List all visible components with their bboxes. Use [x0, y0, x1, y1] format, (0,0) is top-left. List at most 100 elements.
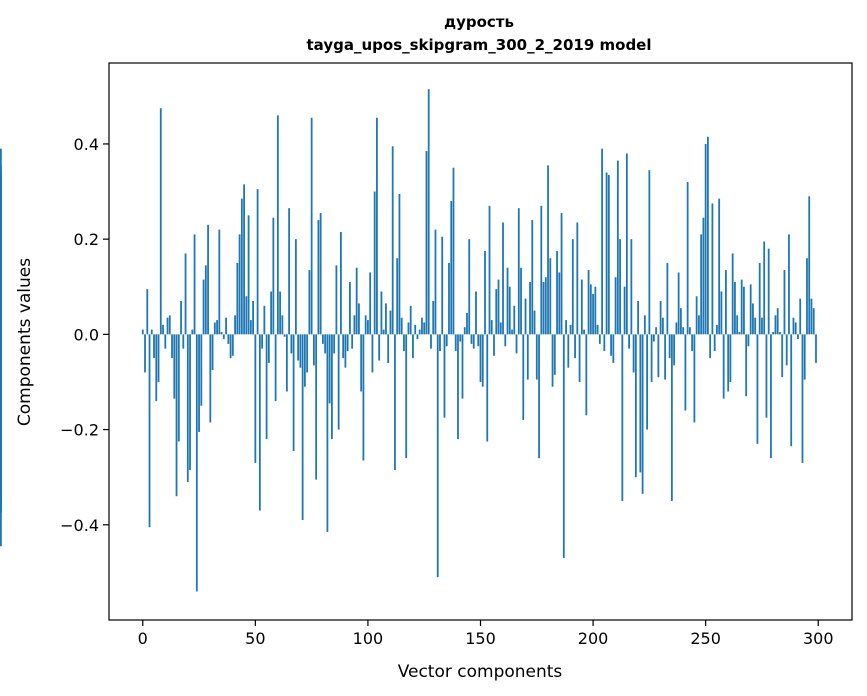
bar	[252, 301, 254, 335]
bar	[794, 322, 797, 335]
bar	[367, 320, 369, 335]
bar	[364, 315, 367, 335]
bar	[297, 334, 300, 361]
bar	[524, 298, 527, 335]
x-tick-label: 250	[690, 629, 721, 648]
bar	[643, 315, 646, 335]
bar	[779, 331, 781, 335]
bar	[229, 334, 232, 359]
bar	[272, 217, 275, 335]
bar	[209, 334, 212, 423]
bar	[200, 334, 203, 406]
bar	[616, 160, 619, 335]
bar	[470, 334, 473, 344]
bar	[294, 239, 297, 335]
bar	[319, 212, 322, 335]
bar	[276, 115, 279, 335]
bar	[337, 334, 340, 430]
bar	[448, 262, 450, 335]
bar	[213, 322, 216, 335]
bar	[610, 334, 612, 356]
bar	[700, 234, 703, 335]
bar	[688, 327, 691, 335]
bar	[673, 334, 676, 366]
bar	[734, 281, 736, 335]
bar	[371, 334, 374, 373]
bar	[560, 212, 563, 335]
bar	[168, 315, 171, 335]
bar	[204, 265, 207, 335]
bar	[378, 334, 381, 361]
bar	[225, 317, 227, 335]
bar	[587, 270, 590, 335]
bar	[475, 291, 477, 335]
bar	[585, 334, 588, 416]
bar	[389, 310, 392, 335]
bar	[380, 291, 383, 335]
bar	[157, 334, 160, 382]
bar	[405, 334, 408, 459]
bar	[668, 334, 671, 359]
bar	[529, 281, 531, 335]
bar	[211, 334, 214, 371]
bar	[299, 334, 302, 368]
bar	[385, 303, 387, 335]
bar	[254, 334, 257, 463]
bar	[281, 315, 284, 335]
bar	[542, 281, 545, 335]
bar	[150, 329, 153, 335]
bar	[430, 334, 432, 349]
bar	[747, 334, 750, 347]
bar	[0, 177, 2, 335]
bar	[220, 331, 223, 335]
bar	[691, 334, 694, 352]
bar	[648, 170, 651, 335]
bar	[650, 334, 653, 382]
bar	[303, 334, 306, 387]
bar	[423, 322, 426, 335]
bar	[292, 334, 295, 451]
bar	[412, 334, 414, 359]
bar	[346, 334, 349, 352]
bar	[776, 308, 779, 335]
plot-frame	[108, 62, 853, 621]
bar	[722, 334, 725, 399]
bar	[583, 329, 585, 335]
bar	[421, 317, 423, 335]
bar	[189, 334, 191, 471]
bar	[256, 189, 259, 335]
bar	[763, 241, 766, 335]
bar	[418, 329, 421, 335]
bar	[193, 234, 196, 335]
bar	[596, 324, 599, 335]
x-tick-label: 300	[803, 629, 834, 648]
bar	[502, 222, 504, 335]
bar	[797, 334, 799, 340]
bar	[457, 334, 459, 440]
bar	[792, 317, 795, 335]
bar	[468, 239, 471, 335]
bar	[146, 289, 149, 335]
bar	[175, 334, 178, 497]
bar	[630, 239, 633, 335]
bar	[707, 136, 709, 335]
y-tick-label: 0.4	[74, 135, 99, 154]
bar	[767, 248, 770, 335]
bar	[578, 334, 581, 382]
bar	[808, 196, 811, 335]
bar	[621, 334, 624, 501]
bar	[484, 251, 486, 335]
bar	[481, 334, 484, 387]
bar	[202, 279, 205, 335]
bar	[544, 277, 547, 335]
bar	[173, 334, 176, 399]
y-tick-label: 0.2	[74, 230, 99, 249]
bar	[231, 334, 234, 356]
bar	[727, 334, 730, 392]
bar	[695, 296, 698, 335]
bar	[306, 334, 309, 373]
bar	[679, 308, 682, 335]
bar	[603, 334, 606, 352]
bar	[562, 334, 565, 559]
bar	[810, 298, 813, 335]
